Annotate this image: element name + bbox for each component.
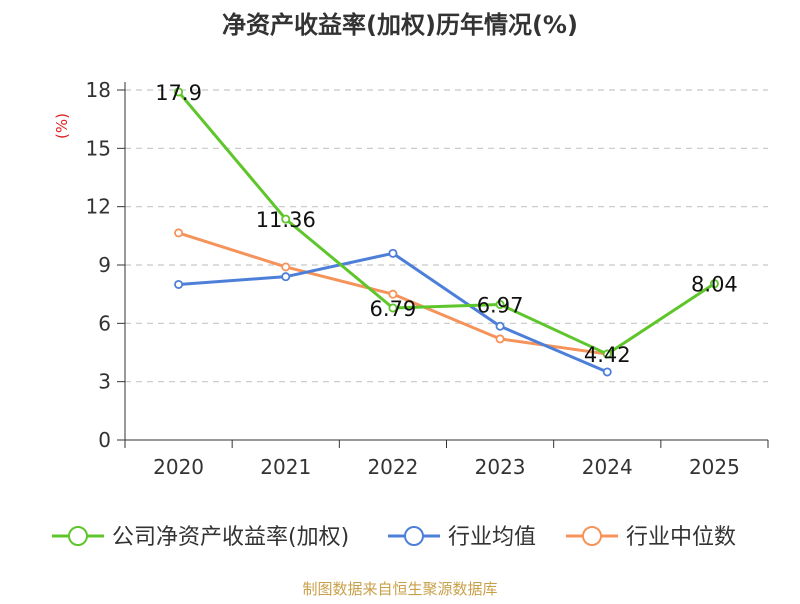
data-point: [174, 87, 184, 97]
series-line: [177, 90, 716, 356]
data-label: 6.97: [477, 293, 524, 317]
legend-label: 公司净资产收益率(加权): [112, 525, 349, 550]
x-tick-label: 2025: [689, 455, 740, 479]
y-tick-label: 9: [98, 253, 111, 277]
data-point: [174, 228, 184, 238]
axis-layer: 0 3 6 9 12 15 18 2020 2021 2022 2023 2024 2025: [86, 78, 769, 479]
series-layer: [174, 87, 719, 377]
y-tick-label: 15: [86, 136, 111, 160]
data-label: 17.9: [155, 81, 202, 105]
source-note: 制图数据来自恒生聚源数据库: [302, 580, 497, 598]
x-tick-label: 2022: [367, 455, 418, 479]
data-point: [388, 248, 398, 258]
y-tick-label: 12: [86, 195, 111, 219]
legend-marker: [582, 526, 602, 546]
data-point: [602, 367, 612, 377]
y-tick-label: 3: [98, 370, 111, 394]
legend-marker: [68, 526, 88, 546]
data-point: [495, 299, 505, 309]
legend-marker: [404, 526, 424, 546]
data-point: [281, 272, 291, 282]
data-point: [281, 214, 291, 224]
data-label: 11.36: [256, 208, 316, 232]
data-label: 6.79: [370, 297, 417, 321]
data-point: [388, 303, 398, 313]
x-tick-label: 2024: [582, 455, 633, 479]
data-point: [495, 321, 505, 331]
x-tick-label: 2023: [475, 455, 526, 479]
legend: 公司净资产收益率(加权) 行业均值 行业中位数: [52, 525, 736, 550]
data-label-layer: 17.9 11.36 6.79 6.97 4.42 8.04: [155, 81, 738, 367]
y-tick-label: 18: [86, 78, 111, 102]
data-label: 8.04: [691, 273, 738, 297]
x-tick-label: 2020: [153, 455, 204, 479]
data-label: 4.42: [584, 343, 631, 367]
grid-layer: [125, 89, 768, 383]
data-point: [709, 279, 719, 289]
data-point: [495, 334, 505, 344]
y-tick-label: 0: [98, 428, 111, 452]
legend-label: 行业均值: [448, 525, 536, 550]
data-point: [174, 279, 184, 289]
chart-title: 净资产收益率(加权)历年情况(%): [222, 11, 578, 39]
data-point: [388, 289, 398, 299]
data-point: [281, 262, 291, 272]
legend-label: 行业中位数: [626, 525, 736, 550]
y-tick-label: 6: [98, 311, 111, 335]
data-point: [602, 349, 612, 359]
y-axis-label: (%): [53, 113, 71, 139]
x-tick-label: 2021: [260, 455, 311, 479]
